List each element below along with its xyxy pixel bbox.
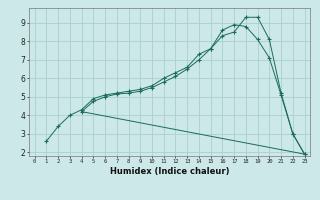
X-axis label: Humidex (Indice chaleur): Humidex (Indice chaleur) xyxy=(110,167,229,176)
